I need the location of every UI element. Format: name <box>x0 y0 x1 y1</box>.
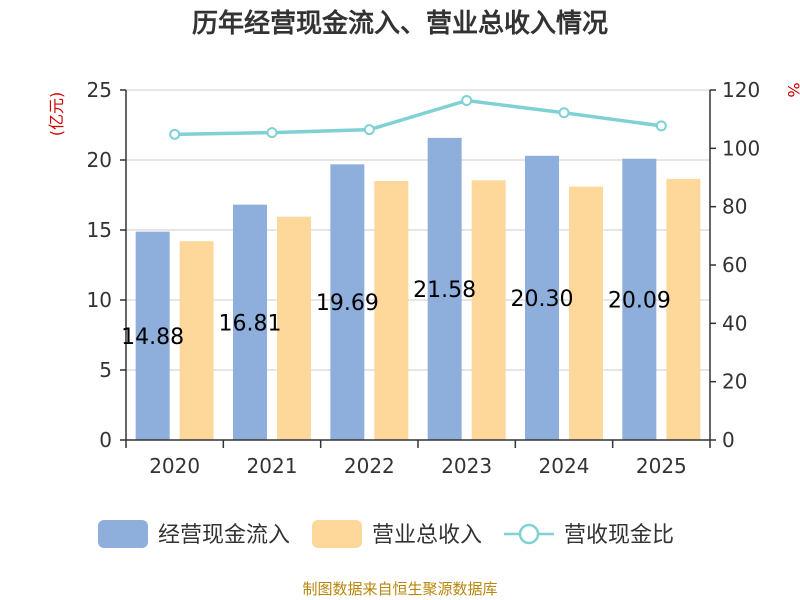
bar-series-0-2025 <box>622 158 657 441</box>
left-tick-label: 15 <box>87 218 112 242</box>
legend-label-2: 营收现金比 <box>564 523 674 548</box>
ratio-point-2021 <box>266 127 278 139</box>
left-axis-unit: (亿元) <box>47 92 66 137</box>
bar-value-label-2021: 16.81 <box>219 311 282 336</box>
grid-lines <box>126 89 710 371</box>
ratio-point-2022 <box>363 124 375 136</box>
data-source-note: 制图数据来自恒生聚源数据库 <box>302 580 497 598</box>
legend-swatch-1 <box>312 520 362 548</box>
ratio-line <box>174 98 662 137</box>
left-tick-label: 0 <box>99 428 112 452</box>
bar-series-0-2024 <box>525 155 559 441</box>
bar-series-1-2021 <box>277 216 311 440</box>
right-tick-label: 20 <box>722 370 747 394</box>
legend-label-1: 营业总收入 <box>372 523 482 548</box>
bar-value-label-2023: 21.58 <box>413 278 476 303</box>
bar-series-0-2020 <box>135 231 170 440</box>
bar-value-label-2020: 14.88 <box>121 325 184 350</box>
right-axis-unit: % <box>784 82 800 97</box>
ratio-point-2025 <box>655 120 667 132</box>
ratio-line-layer <box>169 95 667 140</box>
legend-swatch-0 <box>98 520 148 548</box>
ratio-point-2024 <box>558 107 570 119</box>
x-tick-label: 2025 <box>636 454 687 478</box>
bar-value-label-2024: 20.30 <box>511 287 574 312</box>
right-tick-label: 40 <box>722 311 747 335</box>
bars-layer <box>135 137 701 441</box>
bar-series-0-2022 <box>330 164 365 440</box>
right-tick-label: 80 <box>722 195 747 219</box>
x-tick-label: 2023 <box>441 454 492 478</box>
chart-title: 历年经营现金流入、营业总收入情况 <box>192 8 608 39</box>
bar-value-label-2022: 19.69 <box>316 291 379 316</box>
right-tick-label: 0 <box>722 428 735 452</box>
x-tick-label: 2022 <box>344 454 395 478</box>
ratio-point-2020 <box>169 128 181 140</box>
right-tick-label: 60 <box>722 253 747 277</box>
bar-series-1-2025 <box>666 178 701 440</box>
ratio-point-2023 <box>461 95 473 106</box>
legend: 经营现金流入 营业总收入 营收现金比 <box>98 520 674 548</box>
bar-series-1-2022 <box>374 181 409 440</box>
left-tick-label: 10 <box>87 288 112 312</box>
bar-series-0-2021 <box>233 204 267 440</box>
right-tick-label: 120 <box>722 78 760 102</box>
x-tick-label: 2021 <box>247 454 298 478</box>
bar-value-labels: 14.88 16.81 19.69 21.58 20.30 20.09 <box>121 278 671 350</box>
bar-series-1-2024 <box>569 186 603 440</box>
legend-marker-2 <box>518 523 540 545</box>
bar-value-label-2025: 20.09 <box>608 288 671 313</box>
left-tick-label: 5 <box>99 358 112 382</box>
bar-series-0-2023 <box>427 137 462 440</box>
x-tick-label: 2020 <box>149 454 200 478</box>
x-tick-label: 2024 <box>539 454 590 478</box>
bar-series-1-2023 <box>471 180 506 441</box>
bar-series-1-2020 <box>179 241 214 440</box>
left-tick-label: 20 <box>87 148 112 172</box>
right-tick-label: 100 <box>722 136 760 160</box>
legend-label-0: 经营现金流入 <box>158 523 290 548</box>
left-tick-label: 25 <box>87 78 112 102</box>
